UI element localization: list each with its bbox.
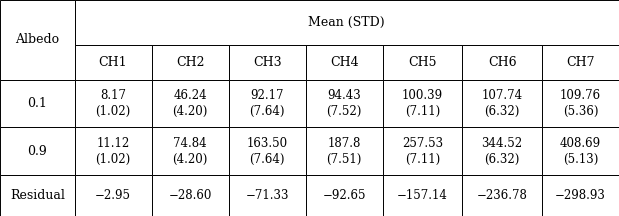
Text: 100.39
(7.11): 100.39 (7.11): [402, 89, 443, 118]
Bar: [228, 80, 306, 127]
Text: CH3: CH3: [253, 56, 282, 69]
Text: Albedo: Albedo: [15, 33, 59, 46]
Bar: [383, 127, 462, 175]
Text: CH5: CH5: [409, 56, 437, 69]
Bar: [0, 127, 74, 175]
Text: −298.93: −298.93: [555, 189, 606, 202]
Bar: [152, 127, 228, 175]
Bar: [462, 175, 542, 216]
Bar: [542, 45, 619, 80]
Bar: [152, 175, 228, 216]
Bar: [542, 80, 619, 127]
Bar: [74, 45, 152, 80]
Text: −236.78: −236.78: [477, 189, 527, 202]
Bar: [462, 127, 542, 175]
Bar: [383, 80, 462, 127]
Text: CH4: CH4: [330, 56, 358, 69]
Text: 107.74
(6.32): 107.74 (6.32): [482, 89, 522, 118]
Bar: [74, 0, 619, 45]
Text: −28.60: −28.60: [168, 189, 212, 202]
Text: CH6: CH6: [488, 56, 516, 69]
Text: 94.43
(7.52): 94.43 (7.52): [327, 89, 362, 118]
Bar: [306, 127, 383, 175]
Text: 0.1: 0.1: [27, 97, 47, 110]
Bar: [74, 127, 152, 175]
Text: −92.65: −92.65: [322, 189, 366, 202]
Bar: [383, 45, 462, 80]
Bar: [228, 45, 306, 80]
Text: 344.52
(6.32): 344.52 (6.32): [482, 137, 522, 166]
Text: 92.17
(7.64): 92.17 (7.64): [249, 89, 285, 118]
Bar: [0, 0, 74, 80]
Bar: [306, 80, 383, 127]
Text: Residual: Residual: [10, 189, 65, 202]
Bar: [462, 80, 542, 127]
Text: Mean (STD): Mean (STD): [308, 16, 385, 29]
Bar: [74, 80, 152, 127]
Text: 8.17
(1.02): 8.17 (1.02): [95, 89, 131, 118]
Bar: [542, 175, 619, 216]
Text: −2.95: −2.95: [95, 189, 131, 202]
Bar: [542, 127, 619, 175]
Text: 187.8
(7.51): 187.8 (7.51): [327, 137, 362, 166]
Text: CH7: CH7: [566, 56, 595, 69]
Text: −71.33: −71.33: [245, 189, 289, 202]
Bar: [152, 80, 228, 127]
Text: CH2: CH2: [176, 56, 204, 69]
Text: 74.84
(4.20): 74.84 (4.20): [173, 137, 208, 166]
Bar: [0, 175, 74, 216]
Bar: [228, 127, 306, 175]
Bar: [306, 45, 383, 80]
Text: −157.14: −157.14: [397, 189, 448, 202]
Text: CH1: CH1: [99, 56, 128, 69]
Bar: [383, 175, 462, 216]
Text: 11.12
(1.02): 11.12 (1.02): [95, 137, 131, 166]
Text: 163.50
(7.64): 163.50 (7.64): [246, 137, 288, 166]
Text: 46.24
(4.20): 46.24 (4.20): [173, 89, 208, 118]
Text: 257.53
(7.11): 257.53 (7.11): [402, 137, 443, 166]
Bar: [74, 175, 152, 216]
Bar: [152, 45, 228, 80]
Text: 0.9: 0.9: [27, 145, 47, 158]
Bar: [306, 175, 383, 216]
Bar: [228, 175, 306, 216]
Text: 109.76
(5.36): 109.76 (5.36): [560, 89, 601, 118]
Text: 408.69
(5.13): 408.69 (5.13): [560, 137, 601, 166]
Bar: [0, 80, 74, 127]
Bar: [462, 45, 542, 80]
